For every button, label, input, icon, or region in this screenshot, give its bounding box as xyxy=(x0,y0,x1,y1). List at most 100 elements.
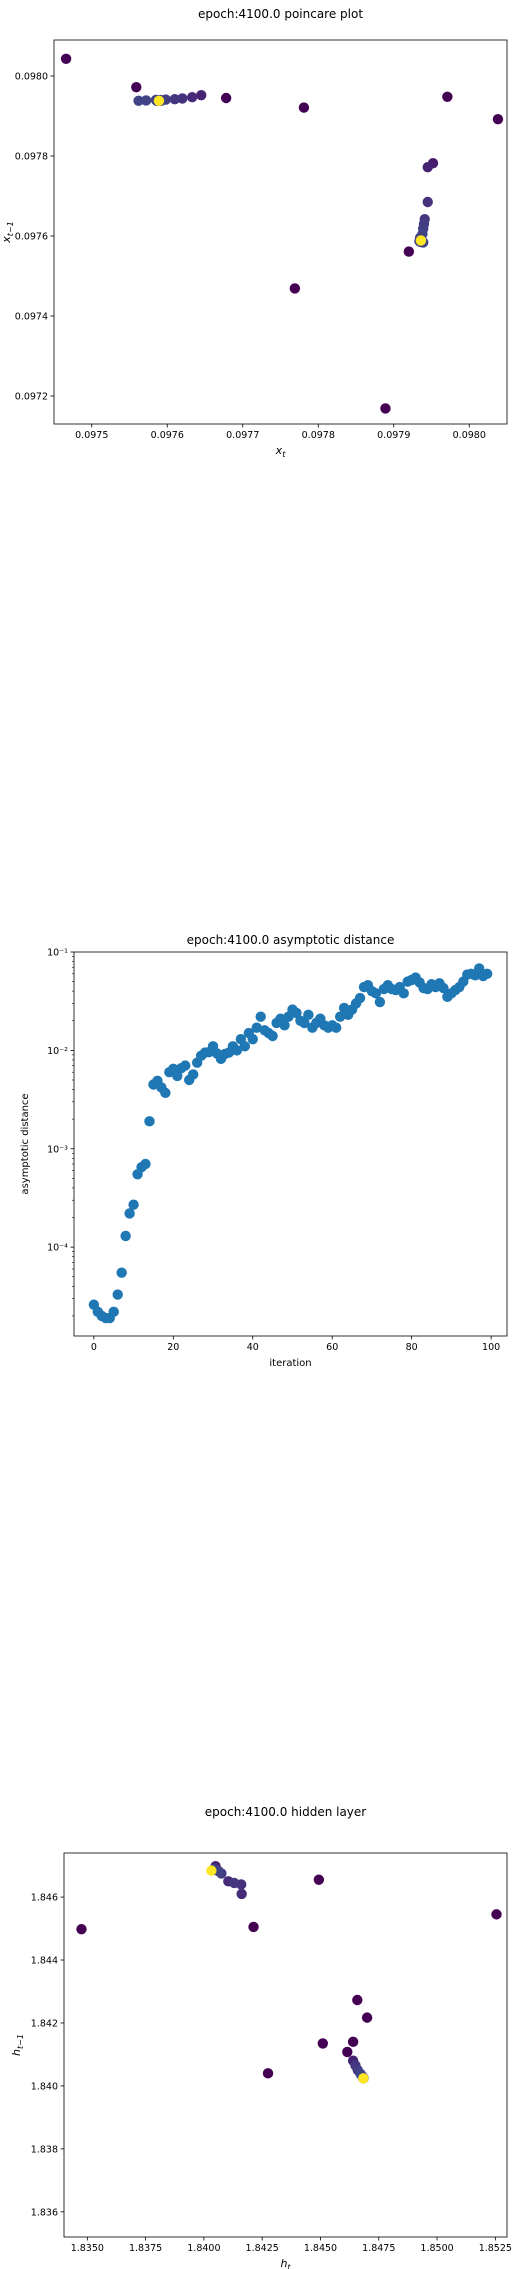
chart-title: epoch:4100.0 poincare plot xyxy=(198,7,363,21)
data-point xyxy=(317,2038,329,2049)
x-tick-label: 0.0976 xyxy=(151,430,184,441)
x-tick-label: 40 xyxy=(247,1342,259,1353)
data-point xyxy=(342,2046,353,2058)
y-tick-label: 0.0974 xyxy=(15,312,48,323)
y-tick-label: 10⁻² xyxy=(47,1046,68,1057)
data-point xyxy=(247,1033,258,1045)
data-point xyxy=(438,982,449,994)
data-point xyxy=(289,283,301,294)
data-point xyxy=(153,95,165,107)
data-point xyxy=(186,92,198,103)
chart-title: epoch:4100.0 asymptotic distance xyxy=(187,933,395,947)
data-points xyxy=(60,53,504,414)
y-tick-label: 0.0972 xyxy=(15,392,48,403)
x-tick-label: 0.0980 xyxy=(453,430,486,441)
x-tick-label: 0.0977 xyxy=(226,430,259,441)
y-tick-label: 10⁻³ xyxy=(47,1144,68,1155)
data-point xyxy=(76,1923,87,1935)
data-point xyxy=(303,1009,314,1020)
x-tick-label: 1.8450 xyxy=(304,2243,337,2254)
x-tick-label: 0.0979 xyxy=(377,430,410,441)
data-point xyxy=(140,95,152,106)
x-tick-label: 1.8425 xyxy=(246,2243,279,2254)
data-point xyxy=(403,246,415,257)
x-tick-label: 1.8500 xyxy=(420,2243,453,2254)
data-point xyxy=(239,1041,251,1052)
data-point xyxy=(206,1865,217,1876)
data-point xyxy=(60,53,72,64)
x-tick-label: 1.8375 xyxy=(129,2243,162,2254)
plot-frame xyxy=(73,951,508,1337)
data-point xyxy=(255,1011,266,1022)
x-axis-label: xt xyxy=(275,444,287,459)
x-tick-label: 80 xyxy=(406,1342,418,1353)
data-point xyxy=(398,988,409,999)
data-point xyxy=(374,996,386,1008)
y-axis-label: asymptotic distance xyxy=(20,1093,31,1194)
data-point xyxy=(380,403,391,414)
data-point xyxy=(267,1030,278,1042)
y-tick-label: 1.840 xyxy=(31,2081,58,2092)
x-tick-label: 60 xyxy=(326,1342,338,1353)
data-point xyxy=(160,1087,171,1099)
y-tick-label: 10⁻⁴ xyxy=(47,1243,68,1254)
data-point xyxy=(169,94,180,105)
data-point xyxy=(491,1909,502,1920)
plot-frame xyxy=(63,1852,508,2238)
x-axis-label: iteration xyxy=(269,1358,311,1369)
chart-2: epoch:4100.0 asymptotic distance 0 20 40 60 8… xyxy=(20,933,508,1369)
data-point xyxy=(172,1070,183,1082)
data-point xyxy=(492,114,504,125)
data-point xyxy=(481,968,493,980)
x-tick-label: 0.0978 xyxy=(302,430,335,441)
x-tick-label: 20 xyxy=(167,1342,179,1353)
data-point xyxy=(299,1017,310,1029)
chart-1: epoch:4100.0 poincare plot 0.0975 0.0976 0.… xyxy=(0,7,508,459)
y-tick-label: 0.0976 xyxy=(15,232,48,243)
y-tick-label: 1.838 xyxy=(31,2144,58,2155)
data-point xyxy=(370,988,382,999)
data-point xyxy=(291,1007,302,1019)
data-point xyxy=(133,95,144,107)
data-point xyxy=(120,1230,131,1242)
data-point xyxy=(330,1022,342,1033)
data-point xyxy=(279,1020,290,1031)
y-tick-label: 1.844 xyxy=(31,1956,58,1967)
data-point xyxy=(220,92,232,104)
x-axis-label: ht xyxy=(280,2257,291,2269)
data-point xyxy=(180,1060,191,1071)
data-point xyxy=(236,1888,247,1900)
data-point xyxy=(415,235,427,246)
x-tick-label: 100 xyxy=(482,1342,500,1353)
data-point xyxy=(231,1045,243,1056)
data-point xyxy=(347,2036,359,2048)
data-point xyxy=(187,1069,199,1080)
y-tick-label: 0.0980 xyxy=(15,72,48,83)
data-point xyxy=(358,2073,369,2084)
data-point xyxy=(116,1267,127,1278)
data-points xyxy=(88,963,493,1324)
data-points xyxy=(76,1861,502,2084)
data-point xyxy=(354,992,366,1004)
data-point xyxy=(262,2068,274,2079)
y-tick-label: 10⁻¹ xyxy=(47,948,68,959)
data-point xyxy=(124,1208,135,1219)
data-point xyxy=(313,1874,325,1885)
data-point xyxy=(251,1022,262,1033)
chart-title: epoch:4100.0 hidden layer xyxy=(205,1805,367,1819)
y-tick-label: 1.836 xyxy=(31,2207,58,2218)
plot-frame xyxy=(53,39,508,425)
data-point xyxy=(131,82,142,93)
x-tick-label: 1.8350 xyxy=(71,2243,104,2254)
data-point xyxy=(248,1921,259,1933)
data-point xyxy=(334,1011,346,1022)
data-point xyxy=(422,162,433,173)
y-tick-label: 1.846 xyxy=(31,1893,58,1904)
x-tick-label: 0.0975 xyxy=(75,430,108,441)
y-axis-label: ht−1 xyxy=(10,2034,25,2056)
y-tick-label: 0.0978 xyxy=(15,152,48,163)
data-point xyxy=(140,1158,151,1170)
data-point xyxy=(196,90,207,101)
x-tick-label: 1.8400 xyxy=(187,2243,220,2254)
